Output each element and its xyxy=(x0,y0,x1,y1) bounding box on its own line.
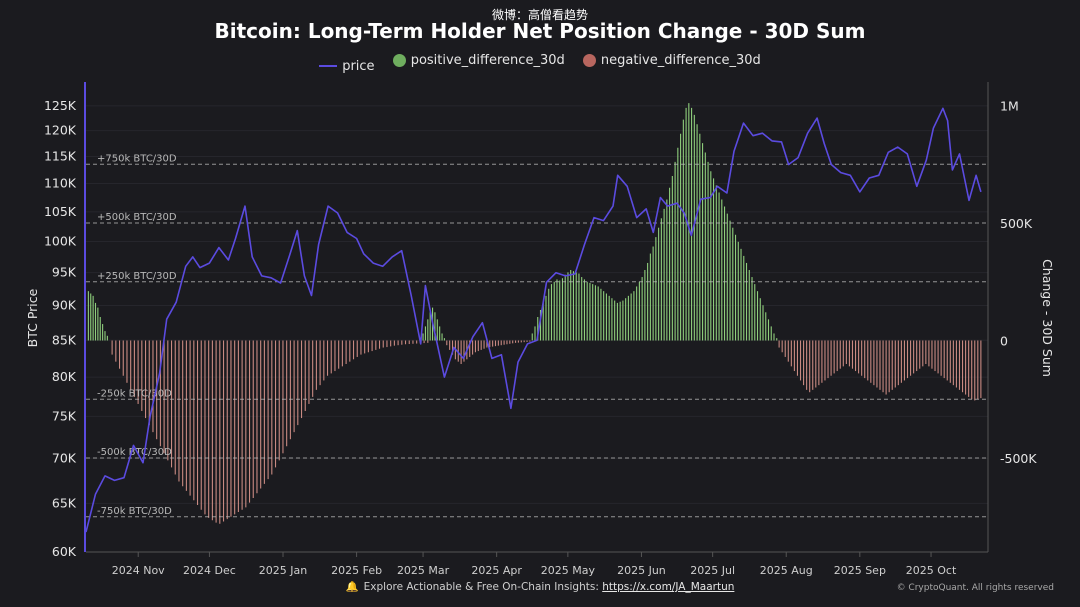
legend-item-price[interactable]: price xyxy=(319,58,375,74)
y-left-tick-label: 80K xyxy=(52,369,77,384)
x-tick-label: 2025 Mar xyxy=(397,564,450,577)
y-left-tick-label: 105K xyxy=(44,204,77,219)
y-left-tick-label: 70K xyxy=(52,450,77,465)
chart-title: Bitcoin: Long-Term Holder Net Position C… xyxy=(214,19,866,43)
x-tick-label: 2025 Feb xyxy=(331,564,382,577)
y-left-tick-label: 115K xyxy=(44,149,77,164)
y-left-axis-label: BTC Price xyxy=(25,288,40,347)
x-tick-label: 2024 Nov xyxy=(112,564,165,577)
x-tick-label: 2025 Jan xyxy=(259,564,307,577)
legend-label-negative: negative_difference_30d xyxy=(600,53,761,68)
y-right-tick-label: 500K xyxy=(1000,216,1033,231)
legend-label-price: price xyxy=(342,58,375,74)
reference-line-label: -500k BTC/30D xyxy=(97,447,172,458)
x-tick-label: 2025 Aug xyxy=(760,564,813,577)
reference-line-label: -250k BTC/30D xyxy=(97,388,172,399)
x-tick-label: 2025 May xyxy=(541,564,596,577)
legend-swatch-positive xyxy=(392,54,406,67)
reference-line-label: +750k BTC/30D xyxy=(97,153,177,164)
y-right-axis-label: Change - 30D Sum xyxy=(1040,259,1055,377)
x-tick-label: 2025 Jul xyxy=(690,564,735,577)
legend-swatch-negative xyxy=(582,54,596,67)
reference-line-label: -750k BTC/30D xyxy=(97,506,172,517)
y-left-tick-label: 100K xyxy=(44,233,77,248)
x-tick-label: 2025 Jun xyxy=(617,564,666,577)
legend: price positive_difference_30d negative_d… xyxy=(0,53,1080,74)
legend-label-positive: positive_difference_30d xyxy=(410,53,565,68)
footer-text: Explore Actionable & Free On-Chain Insig… xyxy=(363,581,603,593)
footer-link[interactable]: https://x.com/JA_Maartun xyxy=(602,581,735,593)
copyright: © CryptoQuant. All rights reserved xyxy=(896,583,1054,593)
y-left-tick-label: 85K xyxy=(52,332,77,347)
y-left-tick-label: 90K xyxy=(52,298,77,313)
y-right-tick-label: -500K xyxy=(1000,451,1037,466)
legend-item-positive[interactable]: positive_difference_30d xyxy=(392,53,565,68)
watermark: 微博：高僧看趋势 xyxy=(491,8,588,22)
y-left-tick-label: 110K xyxy=(44,176,77,191)
y-left-tick-label: 60K xyxy=(52,544,77,559)
legend-item-negative[interactable]: negative_difference_30d xyxy=(582,53,761,68)
reference-line-label: +500k BTC/30D xyxy=(97,212,177,223)
y-left-tick-label: 75K xyxy=(52,408,77,423)
x-tick-label: 2024 Dec xyxy=(183,564,236,577)
y-left-tick-label: 125K xyxy=(44,98,77,113)
x-tick-label: 2025 Sep xyxy=(834,564,886,577)
plot-area xyxy=(86,82,988,552)
y-right-tick-label: 0 xyxy=(1000,334,1008,349)
footer: 🔔 Explore Actionable & Free On-Chain Insi… xyxy=(0,580,1080,593)
y-left-tick-label: 65K xyxy=(52,495,77,510)
y-right-tick-label: 1M xyxy=(1000,99,1019,114)
y-left-tick-label: 95K xyxy=(52,265,77,280)
legend-swatch-price xyxy=(319,65,338,67)
price-line xyxy=(85,107,982,533)
x-tick-label: 2025 Apr xyxy=(471,564,522,577)
x-tick-label: 2025 Oct xyxy=(906,564,957,577)
reference-line-label: +250k BTC/30D xyxy=(97,271,177,282)
bell-icon: 🔔 xyxy=(345,581,359,593)
y-left-tick-label: 120K xyxy=(44,123,77,138)
